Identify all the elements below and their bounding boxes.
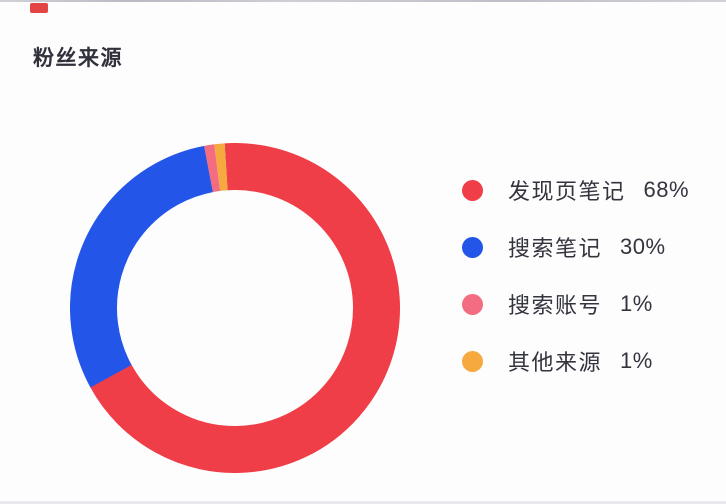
legend-value: 68% [643, 177, 690, 202]
legend-value: 1% [620, 291, 653, 316]
legend-item-search-account[interactable]: 搜索账号 1% [462, 291, 689, 318]
legend-swatch-search-notes [462, 236, 483, 258]
donut-segment-0[interactable] [70, 143, 400, 473]
donut-segment-2[interactable] [70, 143, 400, 473]
legend-swatch-discovery-notes [462, 179, 483, 201]
top-edge-divider [0, 0, 726, 2]
donut-segment-3[interactable] [70, 143, 400, 473]
legend-label: 其他来源 [508, 350, 603, 375]
legend-value: 1% [620, 348, 653, 373]
donut-chart [70, 143, 400, 473]
legend-item-search-notes[interactable]: 搜索笔记 30% [462, 234, 689, 261]
legend-label: 发现页笔记 [508, 179, 626, 204]
corner-red-mark [30, 3, 48, 13]
legend-value: 30% [620, 234, 666, 259]
legend-item-other-sources[interactable]: 其他来源 1% [462, 348, 689, 375]
page-title: 粉丝来源 [33, 47, 123, 70]
donut-chart-svg [70, 143, 400, 473]
legend-swatch-other-sources [462, 350, 483, 372]
legend-label: 搜索笔记 [508, 236, 603, 261]
legend-label: 搜索账号 [508, 293, 603, 318]
chart-legend: 发现页笔记 68% 搜索笔记 30% 搜索账号 1% 其他来源 1% [462, 177, 690, 375]
legend-item-discovery-notes[interactable]: 发现页笔记 68% [462, 177, 690, 204]
bottom-edge-divider [0, 501, 726, 504]
legend-swatch-search-account [462, 293, 483, 315]
donut-segment-1[interactable] [70, 143, 400, 473]
